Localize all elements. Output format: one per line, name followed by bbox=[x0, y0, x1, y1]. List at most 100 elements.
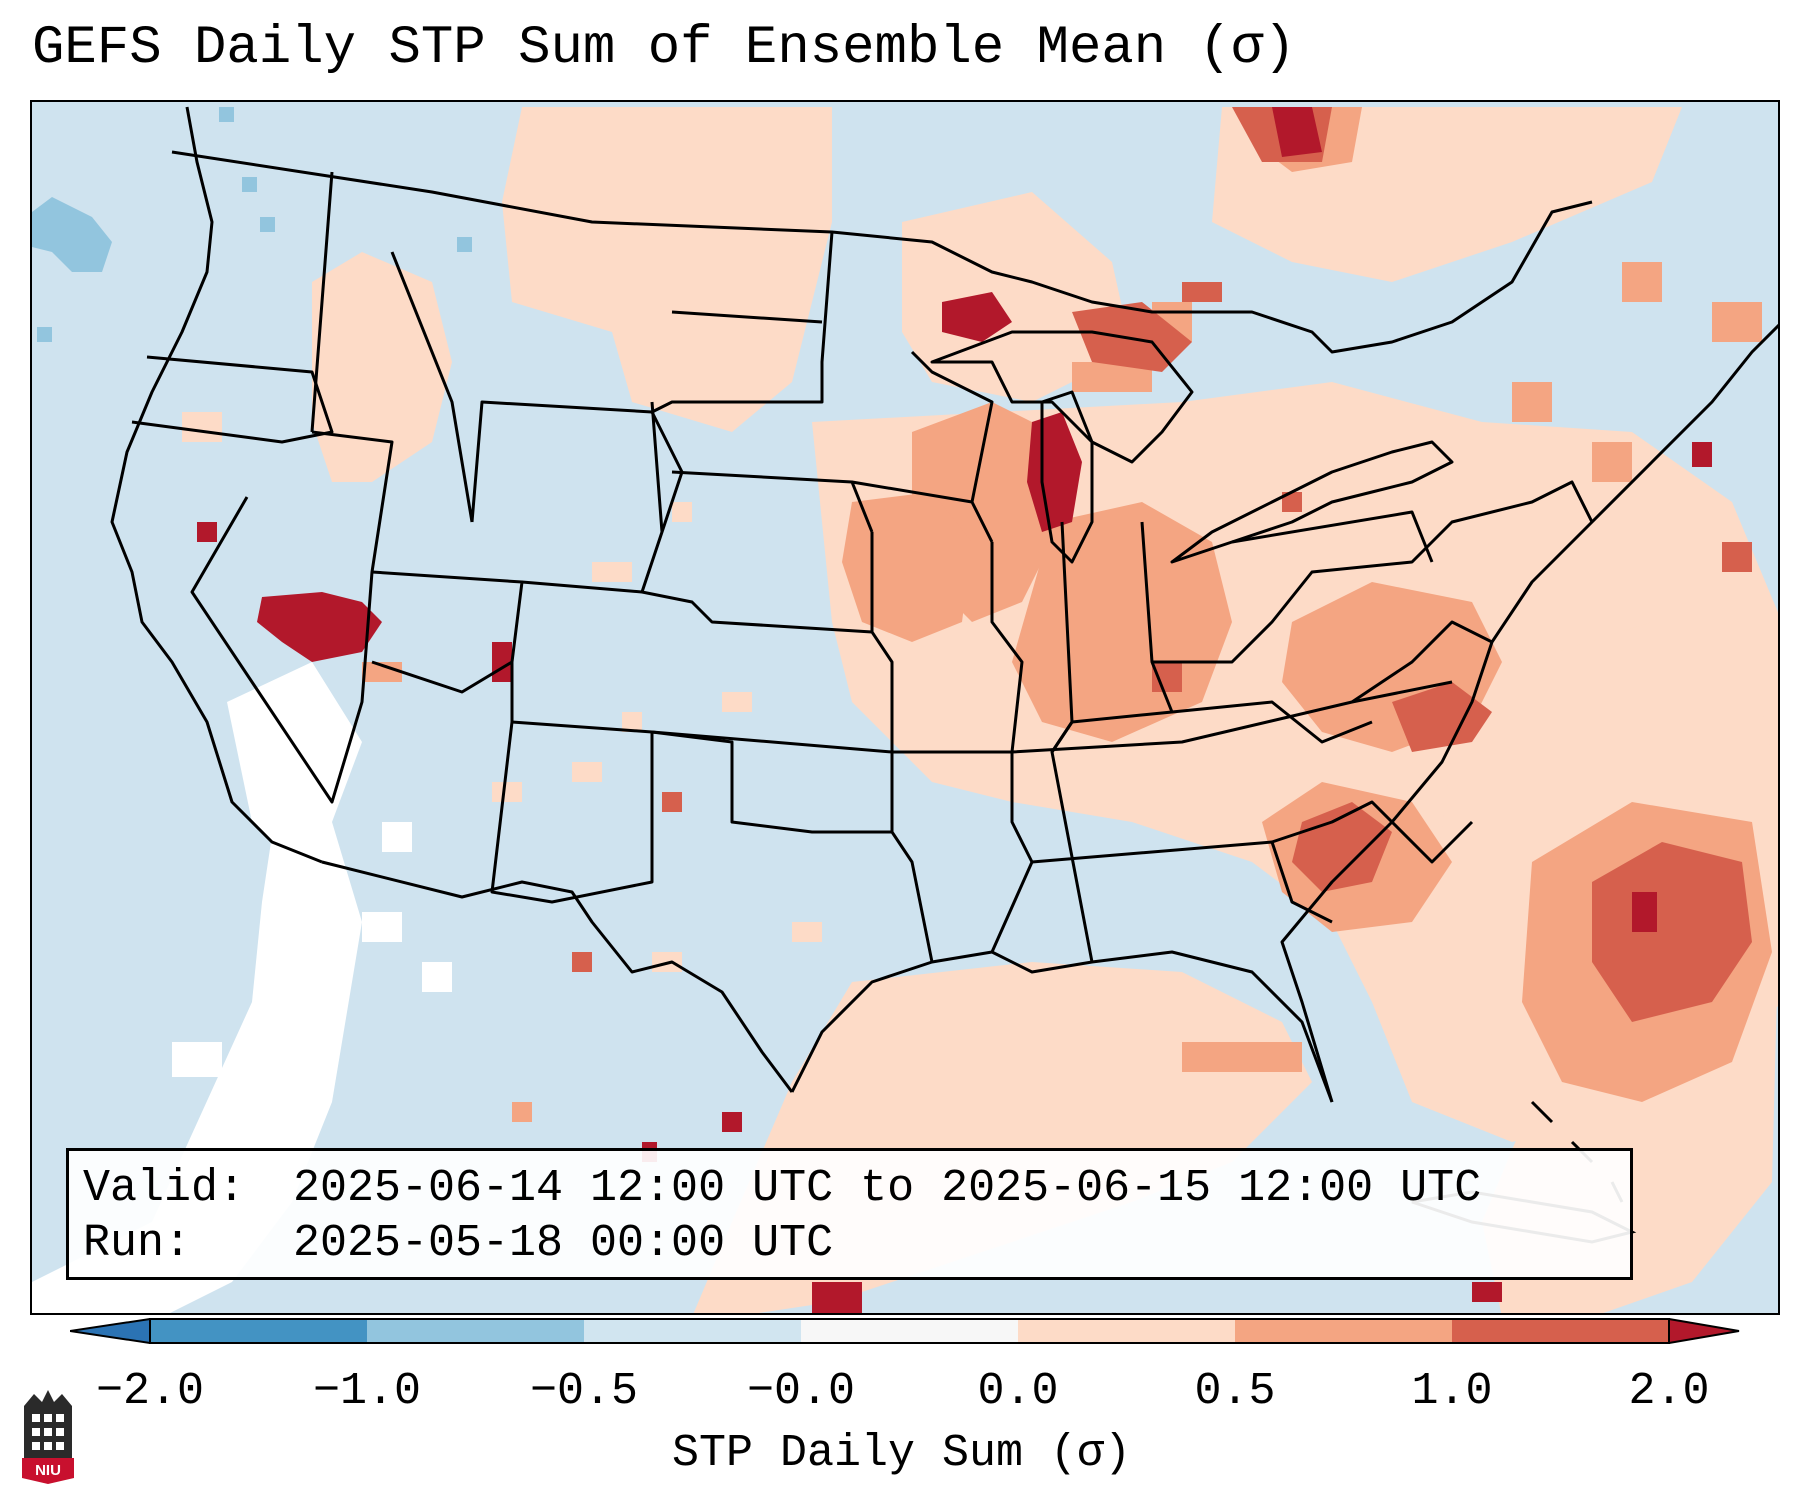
colorbar-tick-label: −2.0 bbox=[95, 1366, 205, 1417]
dark-red-patch bbox=[1692, 442, 1712, 467]
state-line bbox=[190, 430, 394, 804]
red-patch bbox=[1722, 542, 1752, 572]
light-patch bbox=[722, 692, 752, 712]
light-area-upper-midwest bbox=[902, 192, 1132, 402]
salmon-area-missouri bbox=[842, 492, 972, 642]
state-line bbox=[310, 171, 474, 523]
colorbar-extend-low bbox=[70, 1318, 151, 1344]
dark-red-patch bbox=[812, 1282, 862, 1313]
red-patch bbox=[1282, 492, 1302, 512]
dark-red-area-nevada bbox=[257, 592, 382, 662]
state-line bbox=[1171, 700, 1373, 744]
valid-row: Valid: 2025-06-14 12:00 UTC to 2025-06-15… bbox=[83, 1161, 1630, 1216]
colorbar-bin bbox=[1018, 1319, 1235, 1343]
state-line bbox=[131, 355, 334, 444]
state-line bbox=[490, 721, 654, 904]
lake-erie-ontario bbox=[1170, 440, 1454, 564]
red-patch bbox=[662, 792, 682, 812]
negative-pacific-patch bbox=[32, 197, 112, 272]
light-patch bbox=[792, 922, 822, 942]
red-area-georgia bbox=[1292, 802, 1392, 892]
gulf-coast bbox=[790, 950, 1334, 1103]
state-line bbox=[910, 350, 1024, 753]
negative-patch bbox=[242, 177, 257, 192]
colorbar-tick-label: 2.0 bbox=[1628, 1366, 1710, 1417]
state-line bbox=[1011, 680, 1453, 963]
colorbar-tick-label: −0.0 bbox=[746, 1366, 856, 1417]
light-area-west-oregon bbox=[312, 252, 452, 482]
state-line bbox=[510, 590, 894, 754]
light-patch bbox=[872, 992, 932, 1012]
light-patch bbox=[592, 562, 632, 582]
red-patch bbox=[572, 952, 592, 972]
page-title: GEFS Daily STP Sum of Ensemble Mean (σ) bbox=[32, 18, 1296, 79]
colorbar-tick-label: 0.5 bbox=[1194, 1366, 1276, 1417]
colorbar-bin bbox=[1452, 1319, 1669, 1343]
light-patch bbox=[492, 782, 522, 802]
colorbar bbox=[70, 1318, 1740, 1344]
colorbar-bin bbox=[1235, 1319, 1452, 1343]
canada-border bbox=[171, 150, 1593, 354]
state-line bbox=[1271, 800, 1474, 864]
colorbar-outline bbox=[149, 1318, 1670, 1344]
dark-red-area-lake-superior bbox=[942, 292, 1012, 342]
colorbar-bin bbox=[150, 1319, 367, 1343]
niu-logo: NIU bbox=[22, 1390, 74, 1484]
colorbar-tick-label: 1.0 bbox=[1411, 1366, 1493, 1417]
light-patch bbox=[672, 502, 692, 522]
salmon-patch bbox=[362, 662, 402, 682]
florida-atlantic-coast bbox=[1280, 323, 1778, 1103]
salmon-patch bbox=[512, 1102, 532, 1122]
salmon-patch bbox=[1592, 442, 1632, 482]
niu-logo-text: NIU bbox=[35, 1462, 61, 1479]
great-lakes-shore bbox=[930, 330, 1194, 464]
light-area-dakotas bbox=[502, 107, 832, 432]
map-panel[interactable] bbox=[30, 100, 1780, 1315]
map-canvas bbox=[32, 106, 1778, 1313]
dark-red-patch bbox=[722, 1112, 742, 1132]
salmon-patch bbox=[1512, 382, 1552, 422]
negative-patch bbox=[457, 237, 472, 252]
red-area-virginia bbox=[1392, 682, 1492, 752]
negative-patch bbox=[37, 327, 52, 342]
us-mexico-border bbox=[321, 860, 794, 1093]
dark-red-patch bbox=[1472, 1282, 1502, 1302]
near-zero-southwest bbox=[227, 662, 362, 862]
light-patch bbox=[632, 342, 662, 372]
state-line bbox=[651, 730, 894, 834]
run-label: Run: bbox=[83, 1218, 192, 1269]
colorbar-tick-label: −0.5 bbox=[529, 1366, 639, 1417]
near-zero-patch bbox=[422, 962, 452, 992]
red-area-atlantic bbox=[1592, 842, 1752, 1022]
run-row: Run: 2025-05-18 00:00 UTC bbox=[83, 1216, 1630, 1271]
dark-red-patch bbox=[492, 642, 512, 682]
colorbar-bin bbox=[801, 1319, 1018, 1343]
state-line bbox=[470, 400, 684, 594]
red-patch bbox=[1182, 282, 1222, 302]
dark-red-patch bbox=[1632, 892, 1657, 932]
anomaly-0-0.5 bbox=[182, 107, 1778, 1313]
colorbar-tick-label: 0.0 bbox=[977, 1366, 1059, 1417]
lake-michigan bbox=[1040, 390, 1094, 564]
us-coastline-west bbox=[110, 106, 323, 864]
negative-patch bbox=[219, 107, 234, 122]
colorbar-extend-high bbox=[1668, 1318, 1740, 1344]
state-line bbox=[1152, 480, 1594, 664]
colorbar-bin bbox=[367, 1319, 584, 1343]
valid-value: 2025-06-14 12:00 UTC to 2025-06-15 12:00… bbox=[293, 1163, 1482, 1214]
near-zero-patch bbox=[362, 912, 402, 942]
near-zero-patch bbox=[382, 822, 412, 852]
near-zero-patch bbox=[172, 1042, 222, 1077]
negative-patch bbox=[260, 217, 275, 232]
salmon-patch bbox=[1182, 1042, 1302, 1072]
dark-red-patch bbox=[197, 522, 217, 542]
colorbar-tick-label: −1.0 bbox=[312, 1366, 422, 1417]
valid-label: Valid: bbox=[83, 1163, 246, 1214]
state-line bbox=[890, 750, 1034, 963]
negative-patches bbox=[32, 107, 472, 342]
dark-red-area-hudson-bay bbox=[1272, 107, 1322, 157]
boundaries bbox=[110, 106, 1778, 1103]
run-value: 2025-05-18 00:00 UTC bbox=[293, 1218, 834, 1269]
light-patch bbox=[182, 412, 222, 442]
valid-run-info-box: Valid: 2025-06-14 12:00 UTC to 2025-06-15… bbox=[66, 1148, 1633, 1280]
